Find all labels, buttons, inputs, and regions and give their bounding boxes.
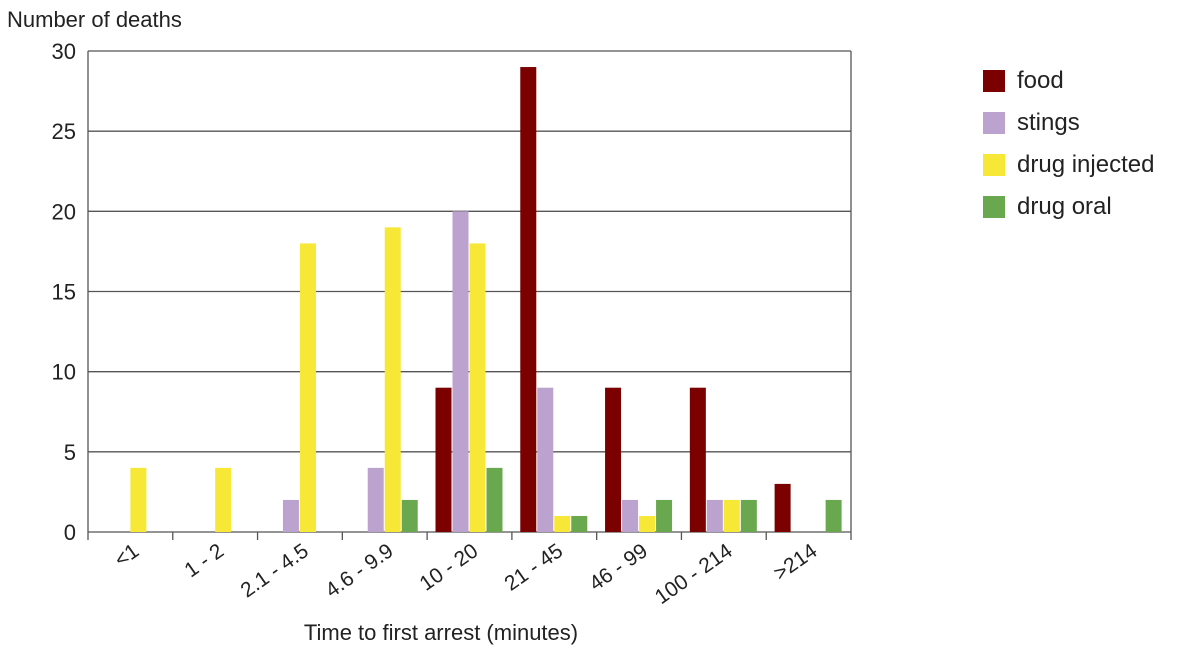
y-tick-label: 0 — [64, 520, 76, 545]
bar-stings-5 — [537, 387, 554, 532]
bar-food-6 — [605, 387, 622, 532]
legend-swatch-food — [983, 70, 1005, 92]
legend-label-drug-injected: drug injected — [1017, 151, 1155, 178]
bar-drug-injected-6 — [639, 515, 656, 532]
legend-swatch-drug-oral — [983, 196, 1005, 218]
legend-item-stings: stings — [983, 102, 1154, 144]
bar-drug-oral-4 — [486, 467, 503, 532]
bar-drug-injected-1 — [215, 467, 232, 532]
legend-label-food: food — [1017, 67, 1064, 94]
x-tick-label: 1 - 2 — [180, 539, 228, 582]
bar-drug-oral-7 — [740, 499, 757, 532]
bar-food-5 — [520, 67, 537, 533]
y-tick-label: 10 — [52, 360, 76, 385]
x-tick-label: 2.1 - 4.5 — [236, 539, 312, 602]
y-tick-labels: 0 5 10 15 20 25 30 — [52, 39, 76, 545]
x-tick-label: 4.6 - 9.9 — [321, 539, 397, 602]
bar-stings-7 — [706, 499, 723, 532]
legend-label-stings: stings — [1017, 109, 1080, 136]
bar-drug-oral-5 — [571, 515, 588, 532]
bar-drug-injected-5 — [554, 515, 571, 532]
bar-food-7 — [689, 387, 706, 532]
x-tick-labels: <1 1 - 2 2.1 - 4.5 4.6 - 9.9 10 - 20 21 - 45 4… — [110, 539, 821, 609]
legend-swatch-stings — [983, 112, 1005, 134]
x-axis-label: Time to first arrest (minutes) — [304, 620, 578, 645]
legend-item-drug-oral: drug oral — [983, 186, 1154, 228]
bar-stings-4 — [452, 211, 469, 533]
y-tick-label: 5 — [64, 440, 76, 465]
bar-drug-oral-3 — [401, 499, 418, 532]
x-tick-label: >214 — [770, 539, 822, 585]
bar-drug-injected-0 — [130, 467, 147, 532]
legend: food stings drug injected drug oral — [983, 60, 1154, 228]
bar-stings-3 — [367, 467, 384, 532]
bar-food-4 — [435, 387, 452, 532]
y-tick-label: 25 — [52, 119, 76, 144]
bar-stings-6 — [622, 499, 639, 532]
legend-swatch-drug-injected — [983, 154, 1005, 176]
legend-item-food: food — [983, 60, 1154, 102]
x-tick-label: 100 - 214 — [651, 539, 737, 609]
legend-label-drug-oral: drug oral — [1017, 193, 1112, 220]
bar-drug-oral-8 — [825, 499, 842, 532]
bar-drug-injected-3 — [384, 227, 401, 532]
bar-drug-injected-4 — [469, 243, 486, 532]
y-tick-label: 15 — [52, 280, 76, 305]
bar-drug-oral-6 — [656, 499, 673, 532]
x-tick-label: 21 - 45 — [500, 539, 567, 595]
bars — [130, 67, 842, 533]
y-tick-label: 30 — [52, 39, 76, 64]
y-tick-label: 20 — [52, 199, 76, 224]
x-tick-label: 46 - 99 — [585, 539, 652, 595]
x-tick-label: 10 - 20 — [416, 539, 483, 595]
bar-drug-injected-2 — [299, 243, 316, 532]
legend-item-drug-injected: drug injected — [983, 144, 1154, 186]
bar-stings-2 — [282, 499, 299, 532]
bar-drug-injected-7 — [723, 499, 740, 532]
x-tick-label: <1 — [110, 539, 143, 572]
bar-food-8 — [774, 483, 791, 532]
y-axis-label: Number of deaths — [7, 7, 182, 32]
